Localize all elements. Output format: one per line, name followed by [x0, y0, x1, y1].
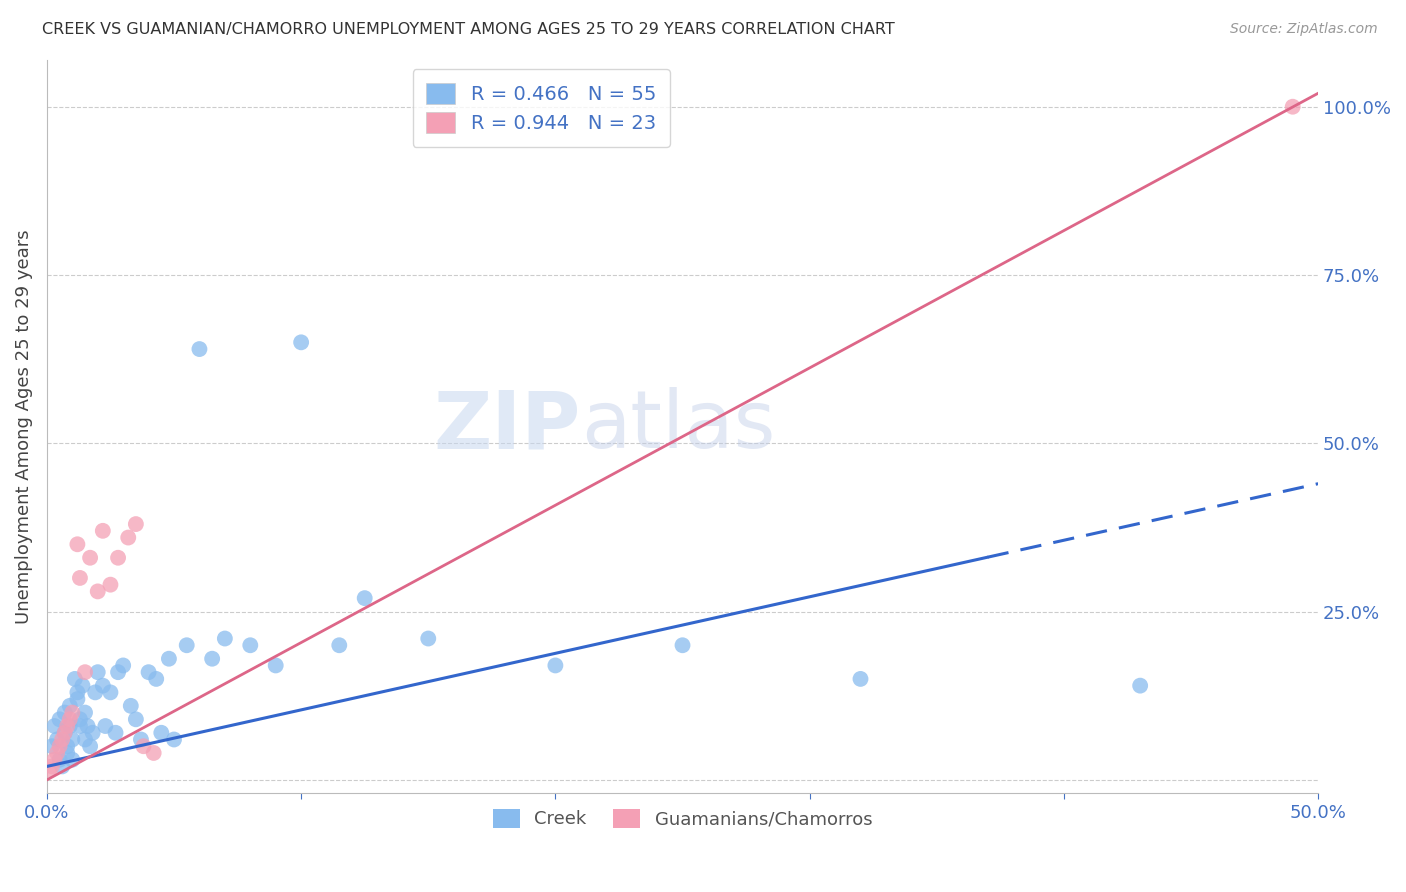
- Point: [60, 732, 83, 747]
- Point: [129, 732, 152, 747]
- Point: [66, 685, 89, 699]
- Text: CREEK VS GUAMANIAN/CHAMORRO UNEMPLOYMENT AMONG AGES 25 TO 29 YEARS CORRELATION C: CREEK VS GUAMANIAN/CHAMORRO UNEMPLOYMENT…: [42, 22, 896, 37]
- Point: [72, 679, 94, 693]
- Point: [60, 753, 83, 767]
- Point: [418, 632, 440, 646]
- Point: [59, 712, 82, 726]
- Point: [53, 725, 76, 739]
- Point: [69, 571, 91, 585]
- Point: [132, 739, 155, 754]
- Point: [671, 638, 693, 652]
- Point: [66, 692, 89, 706]
- Point: [51, 732, 73, 747]
- Point: [117, 531, 139, 545]
- Point: [87, 665, 110, 680]
- Point: [107, 665, 129, 680]
- Text: atlas: atlas: [581, 387, 775, 466]
- Point: [60, 706, 83, 720]
- Point: [145, 672, 167, 686]
- Point: [125, 712, 148, 726]
- Point: [63, 672, 86, 686]
- Point: [91, 679, 114, 693]
- Point: [56, 719, 79, 733]
- Y-axis label: Unemployment Among Ages 25 to 29 years: Unemployment Among Ages 25 to 29 years: [15, 229, 32, 624]
- Point: [44, 753, 66, 767]
- Point: [239, 638, 262, 652]
- Point: [73, 706, 96, 720]
- Point: [56, 739, 79, 754]
- Point: [48, 712, 70, 726]
- Point: [849, 672, 872, 686]
- Point: [214, 632, 236, 646]
- Point: [48, 739, 70, 754]
- Point: [69, 719, 91, 733]
- Point: [69, 712, 91, 726]
- Point: [353, 591, 375, 606]
- Point: [100, 577, 122, 591]
- Point: [66, 537, 89, 551]
- Point: [544, 658, 567, 673]
- Point: [53, 725, 76, 739]
- Point: [48, 753, 70, 767]
- Point: [107, 550, 129, 565]
- Point: [188, 342, 211, 356]
- Point: [201, 651, 224, 665]
- Legend: Creek, Guamanians/Chamorros: Creek, Guamanians/Chamorros: [485, 802, 880, 836]
- Point: [56, 746, 79, 760]
- Point: [79, 550, 101, 565]
- Point: [150, 725, 173, 739]
- Point: [112, 658, 135, 673]
- Point: [328, 638, 350, 652]
- Point: [142, 746, 165, 760]
- Point: [44, 719, 66, 733]
- Point: [91, 524, 114, 538]
- Point: [100, 685, 122, 699]
- Point: [79, 739, 101, 754]
- Point: [59, 698, 82, 713]
- Text: ZIP: ZIP: [433, 387, 581, 466]
- Point: [125, 517, 148, 532]
- Point: [53, 706, 76, 720]
- Point: [290, 335, 312, 350]
- Point: [1129, 679, 1152, 693]
- Point: [51, 759, 73, 773]
- Point: [84, 685, 107, 699]
- Point: [38, 763, 60, 777]
- Point: [176, 638, 198, 652]
- Point: [41, 739, 63, 754]
- Point: [46, 732, 69, 747]
- Text: Source: ZipAtlas.com: Source: ZipAtlas.com: [1230, 22, 1378, 37]
- Point: [73, 732, 96, 747]
- Point: [82, 725, 104, 739]
- Point: [41, 759, 63, 773]
- Point: [73, 665, 96, 680]
- Point: [46, 746, 69, 760]
- Point: [59, 719, 82, 733]
- Point: [104, 725, 127, 739]
- Point: [120, 698, 142, 713]
- Point: [94, 719, 117, 733]
- Point: [157, 651, 180, 665]
- Point: [138, 665, 160, 680]
- Point: [87, 584, 110, 599]
- Point: [76, 719, 98, 733]
- Point: [163, 732, 186, 747]
- Point: [1281, 100, 1303, 114]
- Point: [264, 658, 287, 673]
